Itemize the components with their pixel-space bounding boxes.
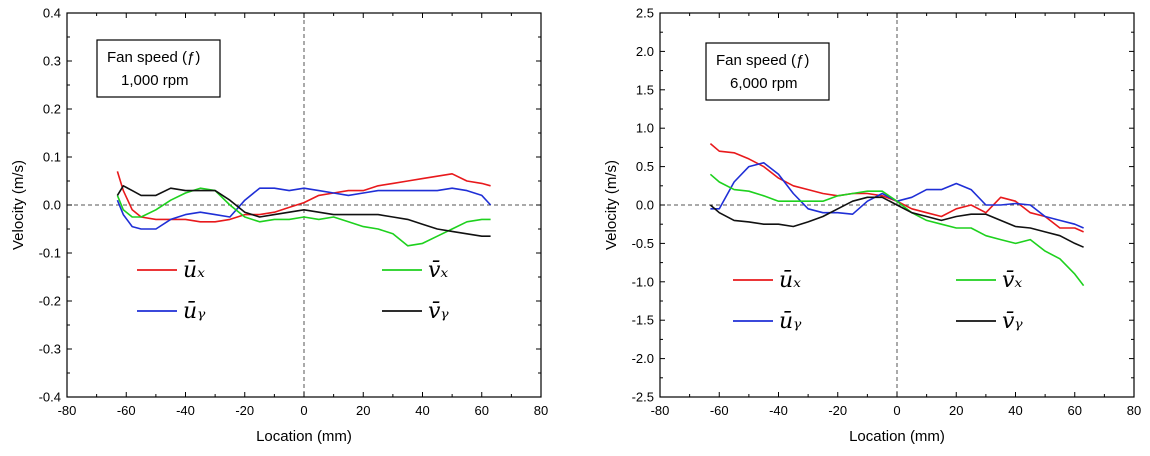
x-tick-label: -40 (769, 403, 788, 418)
annotation-line-2: 6,000 rpm (730, 75, 798, 92)
x-tick-label: 20 (949, 403, 963, 418)
legend-label-1: ūₓ (779, 268, 801, 293)
x-axis-label: Location (mm) (256, 428, 352, 445)
y-tick-label: 0.2 (43, 102, 61, 117)
y-tick-label: 2.5 (636, 6, 654, 21)
x-tick-label: 0 (300, 403, 307, 418)
x-tick-label: 40 (1008, 403, 1022, 418)
y-tick-label: 2.0 (636, 44, 654, 59)
legend-label-2: ūᵧ (779, 309, 802, 334)
annotation-box (96, 39, 221, 98)
y-tick-label: 0.3 (43, 54, 61, 69)
y-tick-label: 0.4 (43, 6, 61, 21)
annotation-line-1: Fan speed (ƒ) (107, 49, 200, 66)
y-tick-label: 0.0 (636, 198, 654, 213)
x-tick-label: -20 (828, 403, 847, 418)
legend-label-3: v̄ₓ (1002, 268, 1022, 293)
y-tick-label: -2.0 (632, 351, 654, 366)
annotation-line-2: 1,000 rpm (121, 72, 189, 89)
y-tick-label: 0.0 (43, 198, 61, 213)
legend-label-2: ūᵧ (183, 299, 206, 324)
series-line-4 (116, 185, 491, 237)
x-tick-label: 20 (356, 403, 370, 418)
x-tick-label: -80 (651, 403, 670, 418)
y-tick-label: -0.4 (39, 390, 61, 405)
series-line-2 (116, 187, 492, 230)
x-tick-label: 80 (534, 403, 548, 418)
y-tick-label: -2.5 (632, 390, 654, 405)
series-line-1 (116, 171, 491, 223)
annotation-box (705, 42, 830, 101)
legend-label-4: v̄ᵧ (428, 299, 449, 324)
x-tick-label: -20 (235, 403, 254, 418)
x-tick-label: 60 (1068, 403, 1082, 418)
series-line-3 (709, 173, 1085, 287)
chart-panel-2: -80 -60 -40 -20 0 20 40 60 80 -2.5 -2.0 -1.5 -1.0 -0.… (603, 6, 1141, 446)
x-tick-label: -80 (58, 403, 77, 418)
y-tick-label: -0.1 (39, 246, 61, 261)
x-tick-label: 60 (475, 403, 489, 418)
y-tick-label: -1.5 (632, 313, 654, 328)
y-tick-label: 0.5 (636, 159, 654, 174)
legend-label-3: v̄ₓ (428, 258, 448, 283)
x-tick-label: 80 (1127, 403, 1141, 418)
series-line-3 (116, 187, 491, 247)
chart-panel-1: -80 -60 -40 -20 0 20 40 60 80 -0.4 -0.3 -0.2 -0.1 0.0… (10, 6, 548, 446)
x-tick-label: 0 (893, 403, 900, 418)
legend-label-4: v̄ᵧ (1002, 309, 1023, 334)
annotation-line-1: Fan speed (ƒ) (716, 52, 809, 69)
x-tick-label: -40 (176, 403, 195, 418)
y-tick-label: -0.2 (39, 294, 61, 309)
x-tick-label: -60 (117, 403, 136, 418)
y-tick-label: -0.5 (632, 236, 654, 251)
series-line-4 (709, 196, 1084, 248)
y-axis-label: Velocity (m/s) (10, 160, 27, 250)
x-axis-label: Location (mm) (849, 428, 945, 445)
legend-label-1: ūₓ (183, 258, 205, 283)
y-tick-label: 1.5 (636, 82, 654, 97)
y-axis-label: Velocity (m/s) (603, 160, 620, 250)
x-tick-label: -60 (710, 403, 729, 418)
y-tick-label: 0.1 (43, 150, 61, 165)
y-tick-label: 1.0 (636, 121, 654, 136)
x-tick-label: 40 (415, 403, 429, 418)
y-tick-label: -1.0 (632, 274, 654, 289)
y-tick-label: -0.3 (39, 342, 61, 357)
